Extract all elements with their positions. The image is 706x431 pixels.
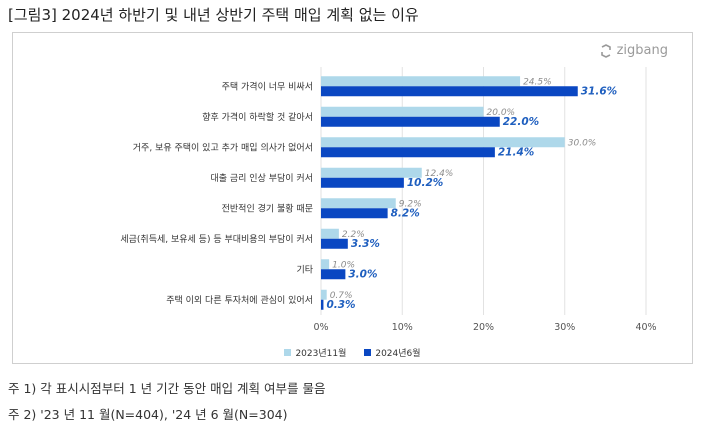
category-label: 거주, 보유 주택이 있고 추가 매입 의사가 없어서 (133, 141, 313, 153)
category-label: 주택 가격이 너무 비싸서 (222, 80, 313, 92)
category-label: 세금(취득세, 보유세 등) 등 부대비용의 부담이 커서 (120, 233, 313, 245)
data-label-2023: 9.2% (399, 199, 422, 209)
data-label-2024: 31.6% (581, 85, 617, 97)
data-label-2024: 3.0% (348, 268, 377, 280)
category-label: 주택 이외 다른 투자처에 관심이 있어서 (166, 294, 313, 306)
chart-container: zigbang 0% 10% 20% 30% 40% 주택 가격이 너무 비싸서 24.5%… (12, 32, 693, 364)
data-label-2024: 0.3% (326, 299, 355, 311)
data-label-2024: 10.2% (407, 177, 443, 189)
footnote-1: 주 1) 각 표시시점부터 1 년 기간 동안 매입 계획 여부를 물음 (8, 381, 326, 396)
category-label: 대출 금리 인상 부담이 커서 (210, 172, 313, 184)
bar-2023 (321, 289, 327, 300)
data-label-2024: 21.4% (498, 146, 534, 158)
category-label: 기타 (296, 264, 313, 275)
x-tick-label: 30% (554, 322, 575, 333)
bar-2024 (321, 86, 578, 97)
bar-chart: 0% 10% 20% 30% 40% 주택 가격이 너무 비싸서 24.5% 31.6% 향후 … (120, 67, 657, 333)
bar-2024 (321, 116, 500, 127)
bar-2024 (321, 177, 404, 188)
brand-logo: zigbang (599, 43, 668, 58)
data-label-2023: 24.5% (523, 77, 552, 87)
x-tick-label: 20% (473, 322, 494, 333)
legend-swatch-2024 (364, 349, 372, 356)
data-label-2024: 22.0% (503, 116, 539, 128)
bar-2024 (321, 238, 348, 249)
legend-label-2024: 2024년6월 (375, 349, 421, 359)
bar-2024 (321, 208, 388, 219)
bar-2023 (321, 228, 339, 239)
x-tick-label: 10% (392, 322, 413, 333)
bar-2023 (321, 198, 396, 209)
legend-swatch-2023 (284, 349, 292, 356)
category-label: 전반적인 경기 불황 때문 (222, 202, 313, 214)
bar-2023 (321, 137, 565, 148)
data-label-2023: 0.7% (330, 291, 353, 301)
bar-2023 (321, 167, 422, 178)
data-label-2023: 1.0% (332, 260, 355, 270)
data-label-2023: 20.0% (487, 108, 516, 118)
data-label-2024: 8.2% (391, 207, 420, 219)
brand-name: zigbang (616, 43, 668, 58)
data-label-2023: 12.4% (425, 169, 454, 179)
data-label-2023: 30.0% (568, 138, 597, 148)
zigbang-logo-icon (600, 43, 611, 58)
bar-2023 (321, 259, 330, 270)
bar-2023 (321, 106, 484, 117)
legend-item-2024: 2024년6월 (364, 346, 421, 359)
legend-label-2023: 2023년11월 (295, 349, 347, 359)
legend-item-2023: 2023년11월 (284, 346, 346, 359)
bar-2024 (321, 299, 324, 310)
x-tick-label: 40% (635, 322, 656, 333)
figure-title: [그림3] 2024년 하반기 및 내년 상반기 주택 매입 계획 없는 이유 (8, 6, 419, 24)
footnote-2: 주 2) '23 년 11 월(N=404), '24 년 6 월(N=304) (8, 407, 288, 422)
bar-2024 (321, 269, 346, 280)
data-label-2023: 2.2% (342, 230, 365, 240)
bar-2024 (321, 147, 495, 158)
category-label: 향후 가격이 하락할 것 같아서 (202, 111, 313, 123)
chart-legend: 2023년11월 2024년6월 (13, 346, 692, 359)
x-tick-label: 0% (313, 322, 328, 333)
bar-2023 (321, 76, 521, 87)
data-label-2024: 3.3% (351, 238, 380, 250)
